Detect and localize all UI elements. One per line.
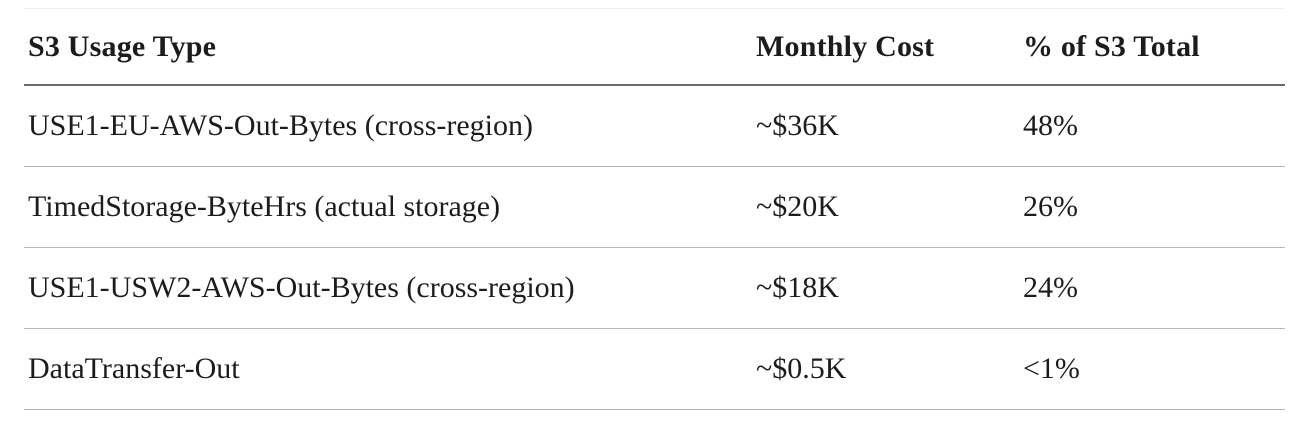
usage-type-value: TimedStorage-ByteHrs (actual storage) (28, 190, 501, 223)
column-header-pct-of-total: % of S3 Total (1023, 29, 1200, 63)
table-row: USE1-EU-AWS-Out-Bytes (cross-region) ~$3… (24, 86, 1285, 167)
table-header-row: S3 Usage Type Monthly Cost % of S3 Total (24, 8, 1285, 86)
table-row: DataTransfer-Out ~$0.5K <1% (24, 329, 1285, 410)
monthly-cost-value: ~$20K (756, 190, 839, 223)
usage-type-value: USE1-EU-AWS-Out-Bytes (cross-region) (28, 109, 533, 142)
monthly-cost-value: ~$36K (756, 109, 839, 142)
s3-usage-table: S3 Usage Type Monthly Cost % of S3 Total… (24, 8, 1285, 410)
table-row: TimedStorage-ByteHrs (actual storage) ~$… (24, 167, 1285, 248)
usage-type-value: USE1-USW2-AWS-Out-Bytes (cross-region) (28, 271, 575, 304)
column-header-monthly-cost: Monthly Cost (756, 29, 935, 63)
column-header-usage-type: S3 Usage Type (28, 29, 217, 63)
pct-of-total-value: 26% (1023, 190, 1078, 223)
pct-of-total-value: <1% (1023, 352, 1080, 385)
monthly-cost-value: ~$0.5K (756, 352, 847, 385)
usage-type-value: DataTransfer-Out (28, 352, 240, 385)
table-row: USE1-USW2-AWS-Out-Bytes (cross-region) ~… (24, 248, 1285, 329)
pct-of-total-value: 48% (1023, 109, 1078, 142)
monthly-cost-value: ~$18K (756, 271, 839, 304)
pct-of-total-value: 24% (1023, 271, 1078, 304)
